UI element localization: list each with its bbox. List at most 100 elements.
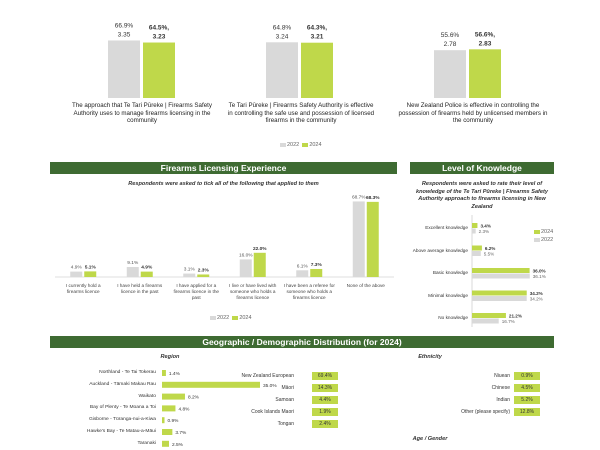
knowledge-value-2024: 34.2% bbox=[530, 291, 543, 296]
knowledge-section-header: Level of Knowledge bbox=[410, 162, 554, 174]
demographic-section-header: Geographic / Demographic Distribution (f… bbox=[50, 336, 554, 348]
region-bar-chart: 1.4% 35.0% 8.2% 4.8% 0.9% 3.7% 2.5% bbox=[162, 370, 277, 448]
top-chart-1-label-2022-pct: 66.9% bbox=[115, 22, 134, 29]
knowledge-legend-2022-label: 2022 bbox=[541, 237, 554, 243]
region-bar bbox=[162, 381, 260, 388]
knowledge-legend-2024-label: 2024 bbox=[541, 229, 554, 235]
region-value: 0.9% bbox=[168, 418, 180, 424]
licensing-x-label: I live or have lived with someone who ho… bbox=[229, 283, 277, 300]
knowledge-bar-2024 bbox=[472, 313, 506, 318]
ethnicity-name: Chinese bbox=[491, 385, 510, 391]
licensing-value-2024: 4.9% bbox=[141, 265, 153, 271]
licensing-legend-2024-label: 2024 bbox=[239, 315, 252, 321]
ethnicity-name: Tongan bbox=[277, 421, 294, 427]
top-chart-1-label-2024-mean: 3.23 bbox=[153, 34, 166, 41]
top-chart-2-caption: Te Tari Pūreke | Firearms Safety Authori… bbox=[227, 102, 375, 125]
licensing-value-2022: 16.0% bbox=[239, 252, 253, 258]
licensing-value-2024: 2.3% bbox=[198, 267, 210, 273]
knowledge-value-2024: 36.0% bbox=[533, 269, 546, 274]
licensing-bar-2022 bbox=[296, 270, 309, 277]
top-chart-2-label-2024-pct: 64.3%, bbox=[307, 25, 327, 32]
legend-2024-swatch bbox=[302, 142, 309, 147]
knowledge-value-2024: 21.2% bbox=[509, 314, 522, 319]
ethnicity-name: Indian bbox=[496, 397, 510, 403]
top-chart-1-label-2022-mean: 3.35 bbox=[118, 31, 131, 38]
region-bar bbox=[162, 440, 169, 447]
legend-2022-label: 2022 bbox=[287, 142, 300, 148]
licensing-x-label: I have held a firearms licence in the pa… bbox=[117, 283, 163, 294]
knowledge-legend-2024: 2024 bbox=[534, 228, 553, 236]
legend-2022-swatch bbox=[280, 142, 286, 147]
licensing-value-2024: 7.3% bbox=[311, 262, 323, 268]
region-bar bbox=[162, 393, 185, 400]
ethnicity-value: 5.2% bbox=[514, 396, 540, 404]
knowledge-bar-2022 bbox=[472, 273, 530, 279]
ethnicity-value: 14.3% bbox=[312, 384, 338, 392]
licensing-bar-2022 bbox=[183, 273, 196, 277]
ethnicity-name: Māori bbox=[281, 385, 294, 391]
knowledge-legend-2024-swatch bbox=[534, 229, 540, 234]
region-label: Bay of Plenty - Te Moana a Toi bbox=[89, 405, 156, 411]
top-chart-3-bar-2024 bbox=[469, 49, 501, 98]
top-chart-2-bar-2024 bbox=[301, 42, 333, 98]
knowledge-legend-2022-swatch bbox=[534, 237, 540, 242]
region-bar bbox=[162, 405, 176, 412]
top-chart-2-label-2022-pct: 64.8% bbox=[273, 24, 292, 31]
region-label: Waikato bbox=[138, 393, 157, 399]
ethnicity-value: 69.4% bbox=[312, 372, 338, 380]
region-value: 35.0% bbox=[263, 383, 277, 389]
licensing-value-2024: 5.1% bbox=[85, 264, 97, 270]
top-chart-2-label-2024-mean: 3.21 bbox=[311, 34, 324, 41]
knowledge-y-label: Above average knowledge bbox=[412, 247, 468, 253]
licensing-x-label: I have applied for a firearms licence in… bbox=[173, 283, 220, 300]
licensing-bar-2022 bbox=[70, 271, 83, 277]
top-chart-3-label-2022-pct: 55.6% bbox=[441, 32, 460, 39]
licensing-bar-2022 bbox=[126, 266, 139, 277]
licensing-value-2024: 68.3% bbox=[366, 195, 380, 201]
licensing-legend-2022-swatch bbox=[210, 315, 216, 320]
top-legend: 2022 2024 bbox=[280, 142, 322, 148]
ethnicity-title: Ethnicity bbox=[418, 354, 442, 360]
knowledge-bar-2024 bbox=[472, 290, 527, 296]
knowledge-legend-2022: 2022 bbox=[534, 236, 553, 244]
ethnicity-name: Other (please specify) bbox=[461, 409, 510, 415]
licensing-x-label: I currently hold a firearms licence bbox=[65, 283, 101, 294]
knowledge-y-label: Excellent knowledge bbox=[425, 225, 468, 230]
licensing-legend: 2022 2024 bbox=[210, 315, 252, 321]
top-chart-1-bar-2022 bbox=[108, 40, 140, 98]
knowledge-bar-2022 bbox=[472, 251, 481, 256]
knowledge-y-label: No knowledge bbox=[438, 315, 468, 320]
top-chart-3-label-2022-mean: 2.78 bbox=[444, 41, 457, 48]
region-bar bbox=[162, 429, 173, 435]
region-value: 4.8% bbox=[178, 406, 190, 412]
region-label: Gisborne - Tūranga-nui-a-Kiwa bbox=[88, 417, 156, 423]
top-bar-charts: 66.9% 3.35 64.5%, 3.23 64.8% 3.24 64.3%, 3.21 55… bbox=[108, 22, 501, 98]
top-chart-1-caption: The approach that Te Tari Pūreke | Firea… bbox=[72, 102, 212, 125]
licensing-bar-chart: 4.9% 5.1%9.1%4.9% 3.1% 2.3%16.0%22.0%6.1% 7.… bbox=[55, 194, 394, 278]
ethnicity-name: Niuean bbox=[494, 373, 510, 379]
licensing-value-2022: 3.1% bbox=[184, 267, 196, 273]
licensing-value-2022: 4.9% bbox=[71, 265, 83, 271]
knowledge-value-2022: 34.2% bbox=[530, 297, 543, 302]
top-chart-3-caption: New Zealand Police is effective in contr… bbox=[398, 102, 548, 125]
licensing-bar-2022 bbox=[239, 259, 252, 277]
region-bar bbox=[162, 370, 166, 376]
region-value: 1.4% bbox=[169, 371, 181, 377]
licensing-section-header: Firearms Licensing Experience bbox=[50, 162, 397, 174]
licensing-value-2024: 22.0% bbox=[253, 246, 267, 252]
licensing-value-2022: 68.7% bbox=[352, 194, 366, 200]
top-chart-3-label-2024-pct: 56.6%, bbox=[475, 31, 495, 38]
region-label: Auckland - Tāmaki Makau Rau bbox=[89, 381, 156, 387]
knowledge-value-2022: 5.5% bbox=[484, 252, 494, 257]
region-label: Hawke's Bay - Te Matau-a-Māui bbox=[86, 429, 156, 434]
ethnicity-name: Cook Islands Maori bbox=[251, 409, 294, 415]
ethnicity-name: New Zealand European bbox=[241, 373, 294, 379]
top-chart-3-label-2024-mean: 2.83 bbox=[479, 40, 492, 47]
region-value: 2.5% bbox=[172, 442, 184, 448]
ethnicity-name: Samoan bbox=[275, 397, 294, 403]
licensing-bar-2022 bbox=[352, 201, 365, 277]
ethnicity-value: 0.9% bbox=[514, 372, 540, 380]
knowledge-bar-2022 bbox=[472, 296, 527, 301]
knowledge-y-label: Basic knowledge bbox=[432, 270, 468, 275]
licensing-bar-2024 bbox=[84, 271, 97, 277]
